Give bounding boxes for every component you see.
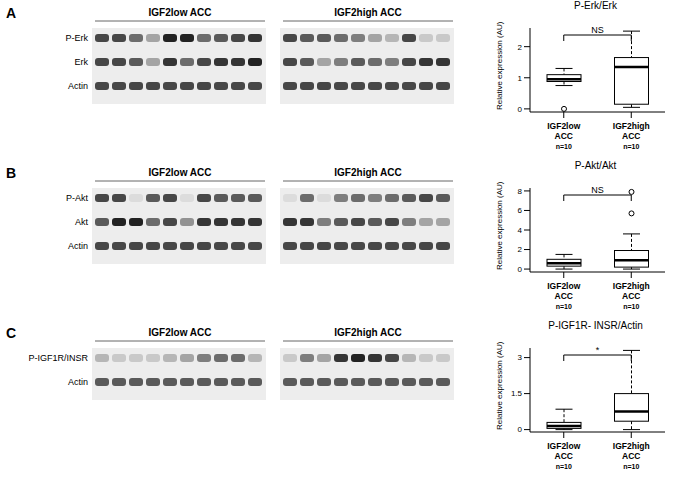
svg-text:IGF2low ACC: IGF2low ACC — [149, 327, 212, 338]
html-text:P-Akt/Akt: P-Akt/Akt — [574, 160, 617, 171]
svg-text:0: 0 — [518, 425, 523, 434]
svg-text:IGF2high: IGF2high — [613, 441, 650, 451]
svg-text:2: 2 — [518, 245, 523, 254]
svg-text:Actin: Actin — [68, 241, 88, 251]
svg-text:3: 3 — [518, 353, 523, 362]
html-text:P-IGF1R- INSR/Actin: P-IGF1R- INSR/Actin — [548, 320, 643, 331]
svg-text:IGF2low: IGF2low — [547, 441, 580, 451]
svg-text:n=10: n=10 — [623, 143, 639, 150]
svg-text:IGF2low: IGF2low — [547, 281, 580, 291]
svg-text:ACC: ACC — [622, 131, 640, 141]
svg-text:n=10: n=10 — [556, 143, 572, 150]
svg-text:IGF2low ACC: IGF2low ACC — [149, 7, 212, 18]
svg-text:IGF2high: IGF2high — [613, 121, 650, 131]
svg-text:0: 0 — [518, 265, 523, 274]
svg-text:C: C — [6, 325, 16, 341]
svg-text:Actin: Actin — [68, 377, 88, 387]
svg-text:*: * — [596, 345, 600, 355]
svg-text:IGF2high ACC: IGF2high ACC — [334, 327, 401, 338]
svg-text:8: 8 — [518, 187, 523, 196]
svg-text:6: 6 — [518, 206, 523, 215]
svg-text:IGF2high ACC: IGF2high ACC — [334, 7, 401, 18]
svg-text:n=10: n=10 — [556, 463, 572, 470]
svg-text:NS: NS — [591, 25, 604, 35]
svg-text:ACC: ACC — [622, 291, 640, 301]
svg-text:Akt: Akt — [75, 217, 89, 227]
svg-text:2: 2 — [518, 43, 523, 52]
svg-text:4: 4 — [518, 226, 523, 235]
svg-text:ACC: ACC — [555, 291, 573, 301]
svg-text:IGF2low ACC: IGF2low ACC — [149, 167, 212, 178]
html-text:P-Erk/Erk: P-Erk/Erk — [574, 0, 617, 11]
svg-text:Relative expression (AU): Relative expression (AU) — [495, 21, 504, 110]
svg-text:Relative expression (AU): Relative expression (AU) — [495, 181, 504, 270]
svg-text:Relative expression (AU): Relative expression (AU) — [495, 341, 504, 430]
svg-text:ACC: ACC — [555, 451, 573, 461]
svg-text:n=10: n=10 — [623, 463, 639, 470]
svg-text:0: 0 — [518, 105, 523, 114]
svg-text:NS: NS — [591, 185, 604, 195]
svg-text:n=10: n=10 — [556, 303, 572, 310]
svg-text:ACC: ACC — [622, 451, 640, 461]
svg-text:1.5: 1.5 — [511, 389, 523, 398]
svg-text:B: B — [6, 165, 16, 181]
svg-text:n=10: n=10 — [623, 303, 639, 310]
svg-text:IGF2high: IGF2high — [613, 281, 650, 291]
svg-text:Actin: Actin — [68, 81, 88, 91]
svg-text:ACC: ACC — [555, 131, 573, 141]
svg-text:A: A — [6, 5, 16, 21]
svg-text:P-Erk: P-Erk — [66, 33, 89, 43]
svg-text:P-Akt: P-Akt — [66, 193, 89, 203]
svg-text:IGF2low: IGF2low — [547, 121, 580, 131]
svg-text:P-IGF1R/INSR: P-IGF1R/INSR — [28, 353, 88, 363]
svg-text:1: 1 — [518, 74, 523, 83]
svg-text:Erk: Erk — [75, 57, 89, 67]
svg-text:IGF2high ACC: IGF2high ACC — [334, 167, 401, 178]
